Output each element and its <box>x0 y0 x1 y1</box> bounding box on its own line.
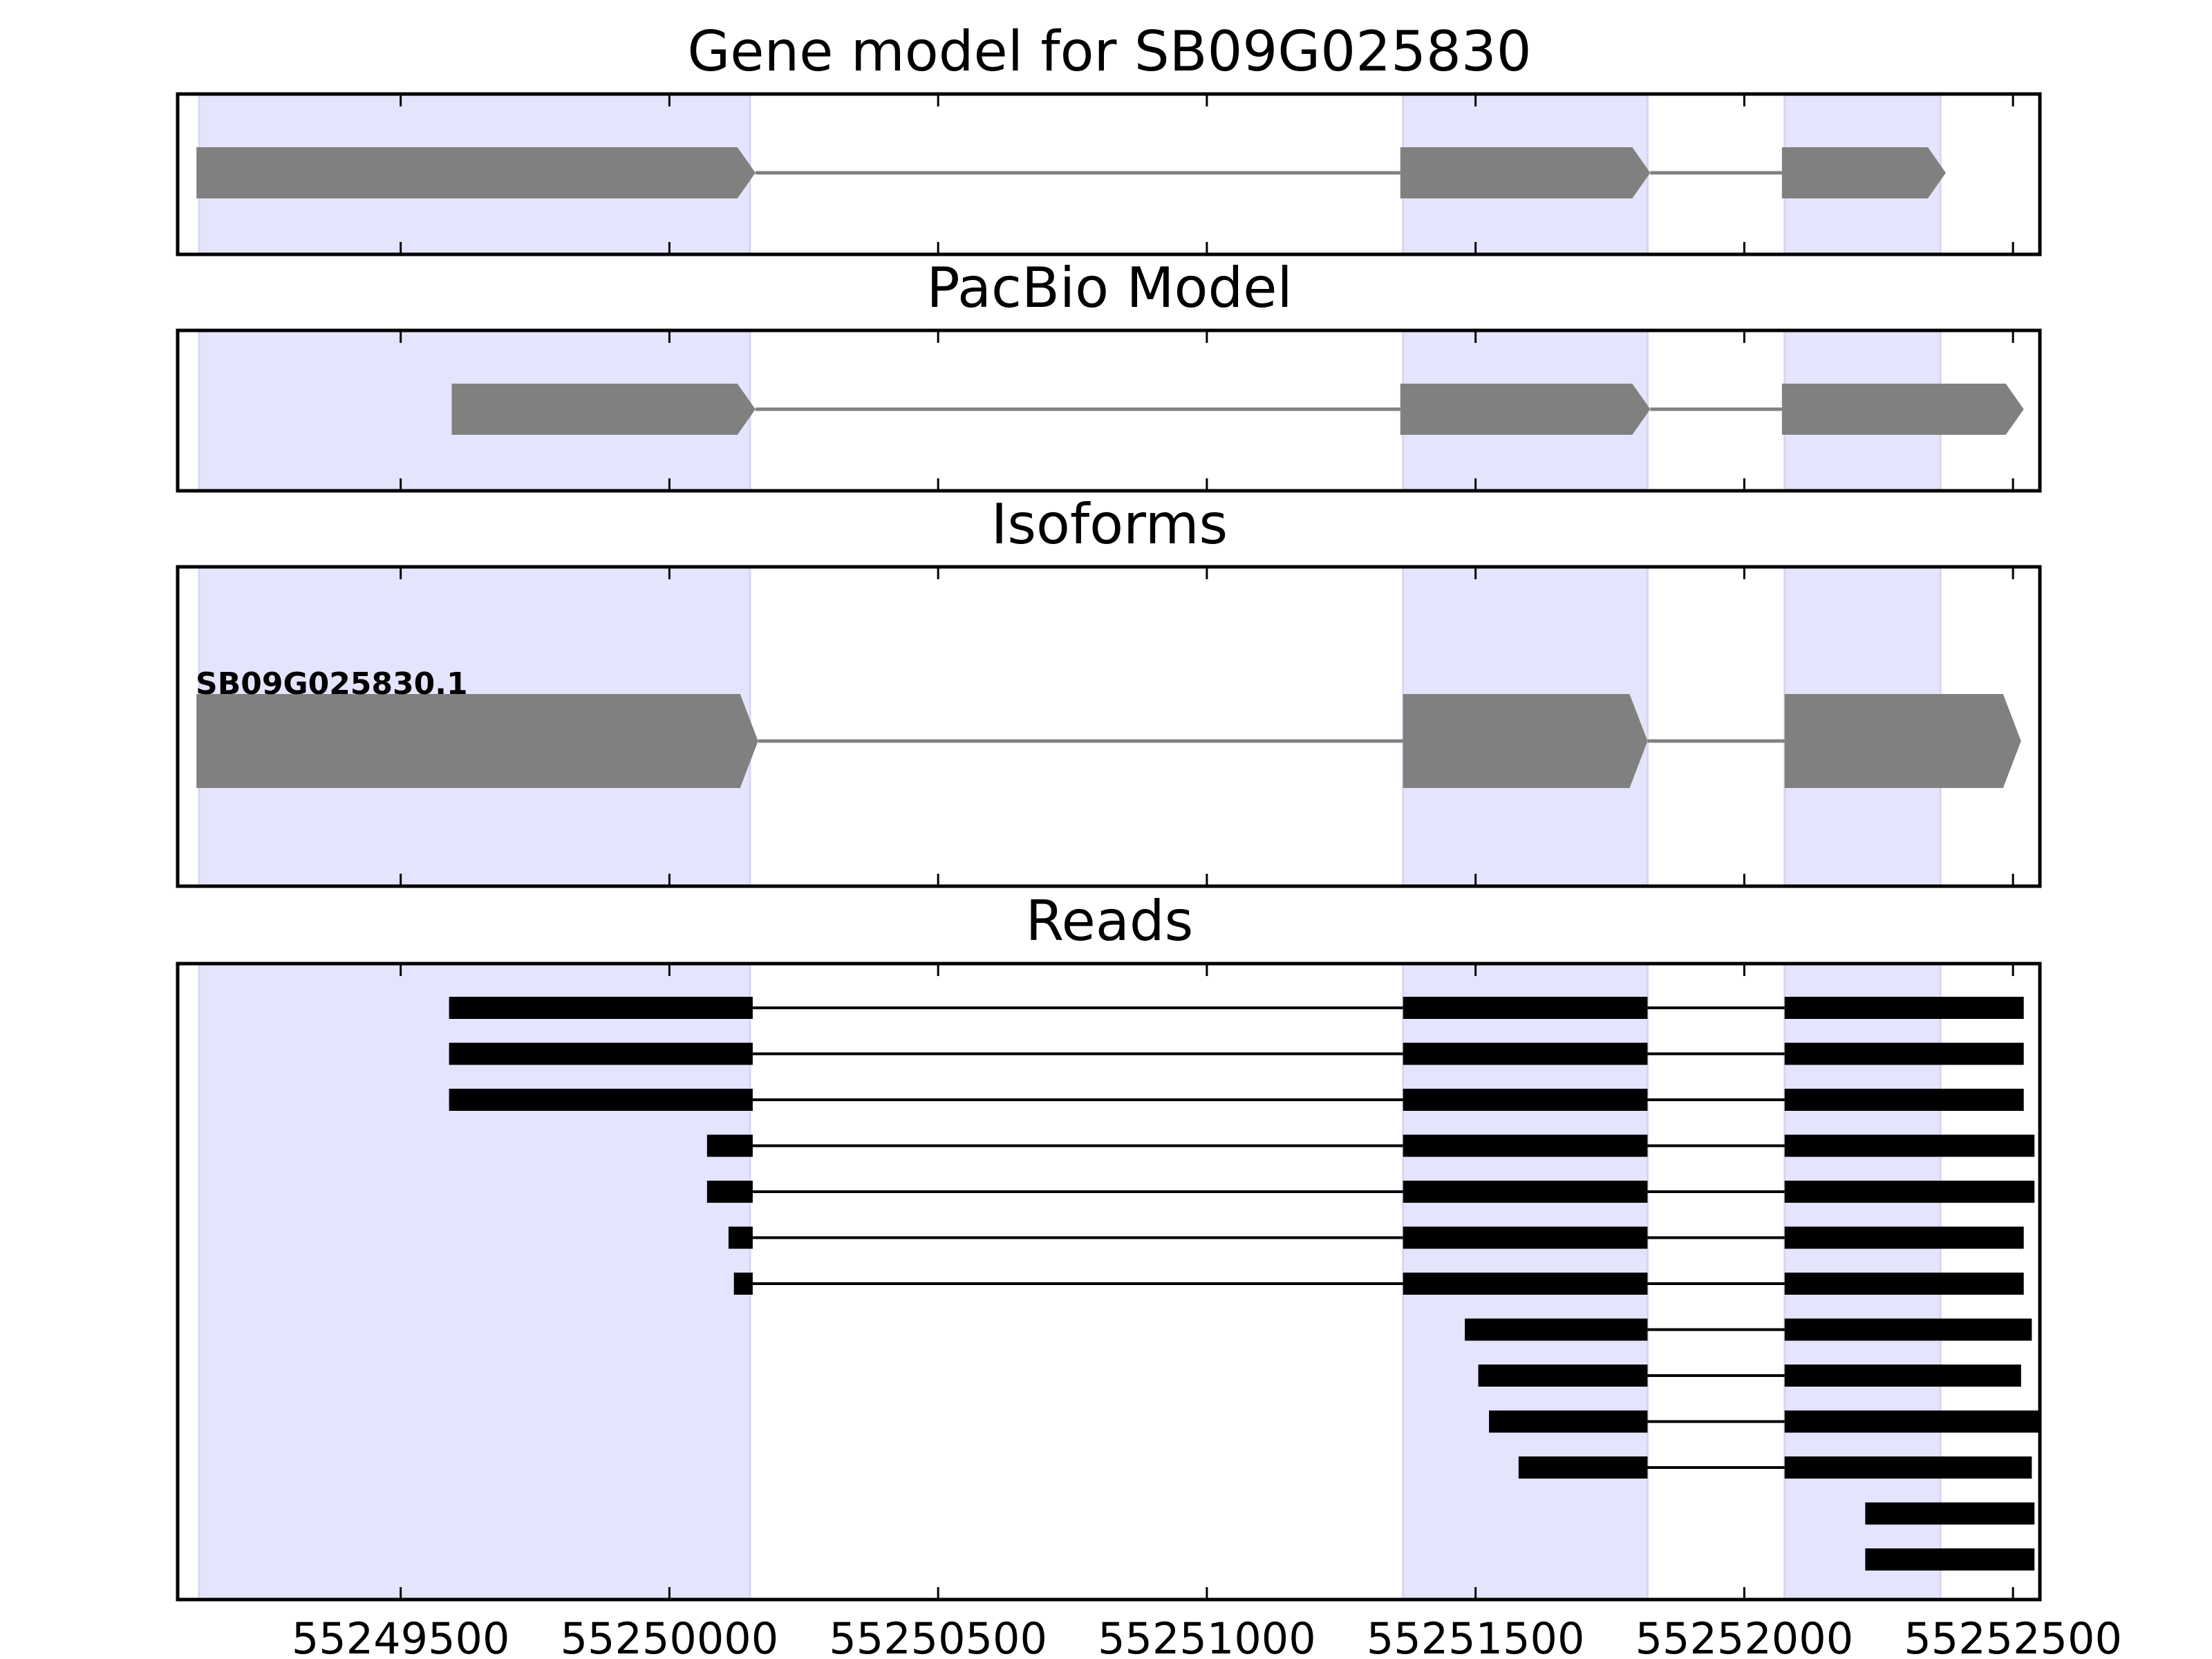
read-1-exon-2 <box>1403 997 1648 1019</box>
isoform-label: SB09G025830.1 <box>196 666 468 702</box>
reads-title: Reads <box>1026 889 1194 953</box>
isoforms-features <box>196 694 2021 788</box>
read-3-exon-1 <box>449 1089 753 1111</box>
read-9-exon-1 <box>1478 1365 1648 1387</box>
reads-features <box>449 997 2040 1571</box>
gene-model-title: Gene model for SB09G025830 <box>687 19 1531 84</box>
gene-model-exon-2 <box>1400 147 1651 198</box>
x-tick-label-3: 55250500 <box>829 1613 1047 1659</box>
reads-ticks <box>400 964 2014 1600</box>
pacbio-model-ticks <box>400 330 2014 491</box>
x-tick-label-5: 55251500 <box>1367 1613 1585 1659</box>
read-6-exon-1 <box>728 1226 753 1249</box>
read-7-exon-1 <box>733 1273 753 1295</box>
gene-model-exon-3 <box>1781 147 1946 198</box>
read-8-exon-2 <box>1784 1318 2032 1341</box>
x-tick-label-2: 55250000 <box>561 1613 779 1659</box>
read-1-exon-3 <box>1784 997 2024 1019</box>
gene-model-frame <box>176 92 2042 256</box>
read-7-exon-2 <box>1403 1273 1648 1295</box>
read-1-exon-1 <box>449 997 753 1019</box>
read-13-exon-1 <box>1865 1548 2035 1571</box>
pacbio-model-features <box>451 384 2024 435</box>
isoforms-panel: Isoforms SB09G025830.1 <box>176 492 2042 888</box>
isoforms-exon-1 <box>196 694 758 788</box>
read-6-exon-2 <box>1403 1226 1648 1249</box>
pacbio-model-exon-3 <box>1781 384 2024 435</box>
read-4-exon-1 <box>706 1134 753 1157</box>
read-2-exon-3 <box>1784 1042 2024 1065</box>
read-3-exon-3 <box>1784 1089 2024 1111</box>
reads-frame <box>176 962 2042 1602</box>
read-11-exon-2 <box>1784 1456 2032 1479</box>
isoforms-ticks <box>400 567 2014 886</box>
read-4-exon-2 <box>1403 1134 1648 1157</box>
pacbio-model-exon-2 <box>1400 384 1651 435</box>
reads-panel: Reads 55249500 55250000 55250500 55251000 55… <box>176 889 2122 1659</box>
read-10-exon-1 <box>1489 1410 1648 1433</box>
isoforms-exon-3 <box>1784 694 2021 788</box>
read-3-exon-2 <box>1403 1089 1648 1111</box>
gene-model-panel: Gene model for SB09G025830 <box>176 19 2042 256</box>
pacbio-model-exon-1 <box>451 384 756 435</box>
read-6-exon-3 <box>1784 1226 2024 1249</box>
isoforms-exon-2 <box>1403 694 1648 788</box>
read-4-exon-3 <box>1784 1134 2035 1157</box>
gene-model-exon-1 <box>196 147 756 198</box>
read-5-exon-1 <box>706 1181 753 1203</box>
read-7-exon-3 <box>1784 1273 2024 1295</box>
x-tick-label-4: 55251000 <box>1098 1613 1316 1659</box>
read-10-exon-2 <box>1784 1410 2040 1433</box>
read-2-exon-1 <box>449 1042 753 1065</box>
read-12-exon-1 <box>1865 1502 2035 1525</box>
x-axis-tick-labels: 55249500 55250000 55250500 55251000 55251500… <box>292 1613 2122 1659</box>
read-5-exon-3 <box>1784 1181 2035 1203</box>
pacbio-model-panel: PacBio Model <box>176 256 2042 493</box>
gene-model-ticks <box>400 94 2014 254</box>
pacbio-model-frame <box>176 328 2042 493</box>
x-tick-label-1: 55249500 <box>292 1613 510 1659</box>
isoforms-title: Isoforms <box>991 492 1228 556</box>
read-11-exon-1 <box>1518 1456 1648 1479</box>
read-8-exon-1 <box>1465 1318 1648 1341</box>
pacbio-model-title: PacBio Model <box>926 256 1292 320</box>
isoforms-frame <box>176 565 2042 888</box>
read-9-exon-2 <box>1784 1365 2021 1387</box>
gene-model-features <box>196 147 1946 198</box>
read-5-exon-2 <box>1403 1181 1648 1203</box>
read-2-exon-2 <box>1403 1042 1648 1065</box>
x-tick-label-6: 55252000 <box>1635 1613 1854 1659</box>
x-tick-label-7: 55252500 <box>1904 1613 2122 1659</box>
